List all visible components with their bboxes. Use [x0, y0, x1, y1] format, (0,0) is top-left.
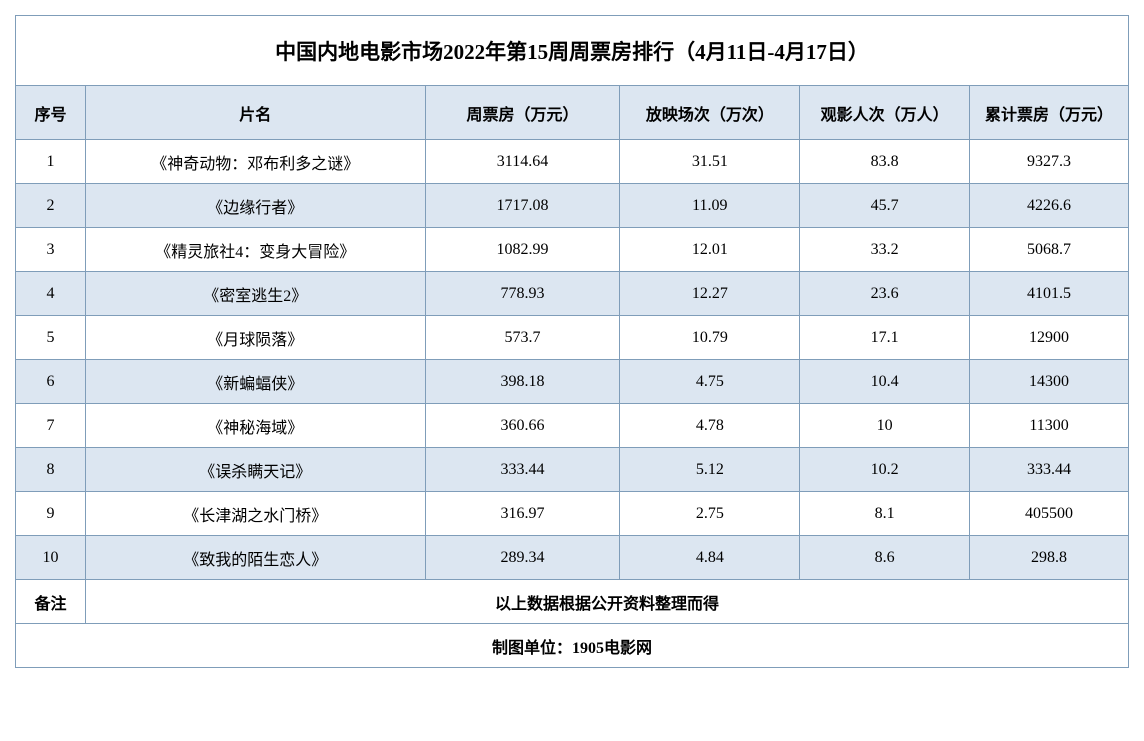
- cell-name: 《边缘行者》: [85, 184, 425, 228]
- cell-screenings: 10.79: [620, 316, 800, 360]
- cell-name: 《神奇动物：邓布利多之谜》: [85, 140, 425, 184]
- cell-audience: 17.1: [800, 316, 970, 360]
- cell-rank: 7: [16, 404, 86, 448]
- cell-total-box: 12900: [970, 316, 1129, 360]
- cell-total-box: 333.44: [970, 448, 1129, 492]
- cell-audience: 45.7: [800, 184, 970, 228]
- cell-weekly-box: 573.7: [425, 316, 620, 360]
- table-row: 3 《精灵旅社4：变身大冒险》 1082.99 12.01 33.2 5068.…: [16, 228, 1129, 272]
- cell-total-box: 9327.3: [970, 140, 1129, 184]
- cell-audience: 10: [800, 404, 970, 448]
- table-row: 2 《边缘行者》 1717.08 11.09 45.7 4226.6: [16, 184, 1129, 228]
- cell-weekly-box: 1717.08: [425, 184, 620, 228]
- source-text: 制图单位：1905电影网: [16, 624, 1129, 668]
- cell-rank: 5: [16, 316, 86, 360]
- title-row: 中国内地电影市场2022年第15周周票房排行（4月11日-4月17日）: [16, 16, 1129, 86]
- cell-name: 《神秘海域》: [85, 404, 425, 448]
- box-office-table: 中国内地电影市场2022年第15周周票房排行（4月11日-4月17日） 序号 片…: [15, 15, 1129, 668]
- cell-name: 《长津湖之水门桥》: [85, 492, 425, 536]
- cell-screenings: 31.51: [620, 140, 800, 184]
- cell-rank: 10: [16, 536, 86, 580]
- cell-audience: 23.6: [800, 272, 970, 316]
- table-row: 9 《长津湖之水门桥》 316.97 2.75 8.1 405500: [16, 492, 1129, 536]
- cell-name: 《误杀瞒天记》: [85, 448, 425, 492]
- cell-weekly-box: 3114.64: [425, 140, 620, 184]
- cell-weekly-box: 1082.99: [425, 228, 620, 272]
- header-rank: 序号: [16, 86, 86, 140]
- cell-total-box: 298.8: [970, 536, 1129, 580]
- cell-name: 《致我的陌生恋人》: [85, 536, 425, 580]
- cell-total-box: 14300: [970, 360, 1129, 404]
- header-total-box: 累计票房（万元）: [970, 86, 1129, 140]
- header-screenings: 放映场次（万次）: [620, 86, 800, 140]
- table-row: 7 《神秘海域》 360.66 4.78 10 11300: [16, 404, 1129, 448]
- header-row: 序号 片名 周票房（万元） 放映场次（万次） 观影人次（万人） 累计票房（万元）: [16, 86, 1129, 140]
- cell-audience: 10.2: [800, 448, 970, 492]
- cell-weekly-box: 289.34: [425, 536, 620, 580]
- table-row: 1 《神奇动物：邓布利多之谜》 3114.64 31.51 83.8 9327.…: [16, 140, 1129, 184]
- table-title: 中国内地电影市场2022年第15周周票房排行（4月11日-4月17日）: [16, 16, 1129, 86]
- cell-total-box: 11300: [970, 404, 1129, 448]
- cell-audience: 10.4: [800, 360, 970, 404]
- cell-screenings: 4.75: [620, 360, 800, 404]
- cell-rank: 1: [16, 140, 86, 184]
- cell-weekly-box: 360.66: [425, 404, 620, 448]
- note-label: 备注: [16, 580, 86, 624]
- cell-total-box: 405500: [970, 492, 1129, 536]
- cell-rank: 9: [16, 492, 86, 536]
- cell-audience: 8.6: [800, 536, 970, 580]
- cell-total-box: 4101.5: [970, 272, 1129, 316]
- cell-rank: 4: [16, 272, 86, 316]
- cell-screenings: 5.12: [620, 448, 800, 492]
- cell-screenings: 4.84: [620, 536, 800, 580]
- table-row: 10 《致我的陌生恋人》 289.34 4.84 8.6 298.8: [16, 536, 1129, 580]
- cell-rank: 3: [16, 228, 86, 272]
- table-row: 4 《密室逃生2》 778.93 12.27 23.6 4101.5: [16, 272, 1129, 316]
- cell-weekly-box: 398.18: [425, 360, 620, 404]
- table-row: 8 《误杀瞒天记》 333.44 5.12 10.2 333.44: [16, 448, 1129, 492]
- cell-rank: 8: [16, 448, 86, 492]
- cell-screenings: 12.01: [620, 228, 800, 272]
- header-name: 片名: [85, 86, 425, 140]
- cell-screenings: 11.09: [620, 184, 800, 228]
- note-text: 以上数据根据公开资料整理而得: [85, 580, 1128, 624]
- cell-audience: 33.2: [800, 228, 970, 272]
- cell-screenings: 2.75: [620, 492, 800, 536]
- note-row: 备注 以上数据根据公开资料整理而得: [16, 580, 1129, 624]
- cell-weekly-box: 316.97: [425, 492, 620, 536]
- table-row: 5 《月球陨落》 573.7 10.79 17.1 12900: [16, 316, 1129, 360]
- cell-audience: 8.1: [800, 492, 970, 536]
- cell-weekly-box: 778.93: [425, 272, 620, 316]
- header-weekly-box: 周票房（万元）: [425, 86, 620, 140]
- cell-total-box: 4226.6: [970, 184, 1129, 228]
- cell-weekly-box: 333.44: [425, 448, 620, 492]
- cell-rank: 6: [16, 360, 86, 404]
- cell-screenings: 12.27: [620, 272, 800, 316]
- cell-name: 《月球陨落》: [85, 316, 425, 360]
- cell-name: 《精灵旅社4：变身大冒险》: [85, 228, 425, 272]
- cell-total-box: 5068.7: [970, 228, 1129, 272]
- cell-rank: 2: [16, 184, 86, 228]
- header-audience: 观影人次（万人）: [800, 86, 970, 140]
- cell-name: 《新蝙蝠侠》: [85, 360, 425, 404]
- cell-name: 《密室逃生2》: [85, 272, 425, 316]
- cell-audience: 83.8: [800, 140, 970, 184]
- cell-screenings: 4.78: [620, 404, 800, 448]
- source-row: 制图单位：1905电影网: [16, 624, 1129, 668]
- table-row: 6 《新蝙蝠侠》 398.18 4.75 10.4 14300: [16, 360, 1129, 404]
